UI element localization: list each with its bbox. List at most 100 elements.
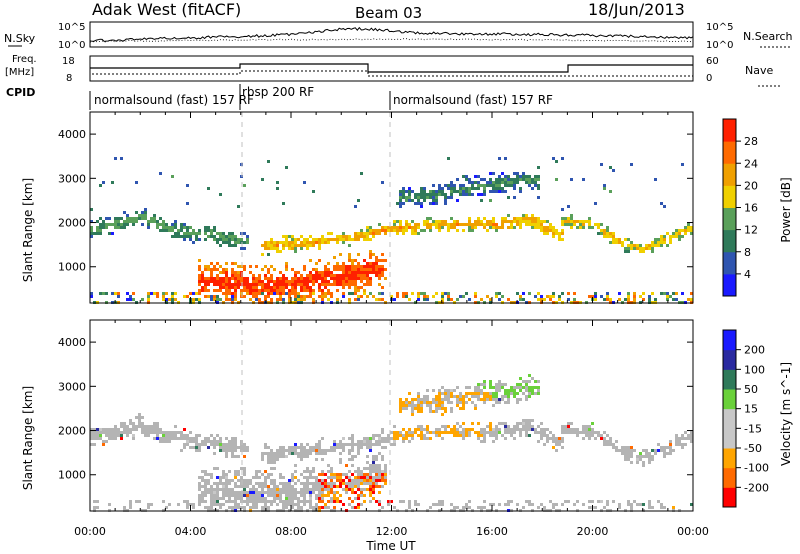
velocity-cell bbox=[405, 407, 408, 410]
power-cell bbox=[456, 229, 459, 232]
power-cell bbox=[687, 223, 690, 226]
power-cell bbox=[261, 178, 264, 181]
power-cell bbox=[489, 298, 492, 301]
power-cell bbox=[303, 181, 306, 184]
velocity-cell bbox=[216, 488, 219, 491]
power-cell bbox=[270, 289, 273, 292]
velocity-cell bbox=[267, 458, 270, 461]
velocity-cell bbox=[204, 506, 207, 509]
velocity-cell bbox=[210, 434, 213, 437]
velocity-cell bbox=[462, 407, 465, 410]
velocity-cell bbox=[249, 500, 252, 503]
velocity-cell bbox=[660, 446, 663, 449]
power-cell bbox=[372, 262, 375, 265]
velocity-cell bbox=[525, 431, 528, 434]
velocity-cell bbox=[330, 470, 333, 473]
velocity-cell bbox=[231, 440, 234, 443]
power-cell bbox=[342, 292, 345, 295]
power-cell bbox=[678, 238, 681, 241]
power-cell bbox=[357, 253, 360, 256]
velocity-cell bbox=[231, 443, 234, 446]
power-cell bbox=[120, 223, 123, 226]
power-cell bbox=[321, 295, 324, 298]
power-cell bbox=[354, 289, 357, 292]
velocity-cell bbox=[546, 434, 549, 437]
velocity-cell bbox=[135, 428, 138, 431]
power-cell bbox=[141, 217, 144, 220]
velocity-cell bbox=[246, 485, 249, 488]
velocity-cell bbox=[417, 407, 420, 410]
power-cell bbox=[600, 223, 603, 226]
power-cell bbox=[438, 184, 441, 187]
power-cell bbox=[135, 211, 138, 214]
velocity-cell bbox=[405, 431, 408, 434]
velocity-cell bbox=[324, 506, 327, 509]
power-cell bbox=[294, 238, 297, 241]
power-cell bbox=[303, 241, 306, 244]
velocity-cell bbox=[309, 506, 312, 509]
velocity-cell bbox=[498, 389, 501, 392]
velocity-cell bbox=[387, 434, 390, 437]
power-cell bbox=[618, 292, 621, 295]
power-cell bbox=[642, 292, 645, 295]
power-cell bbox=[660, 292, 663, 295]
velocity-cell bbox=[627, 503, 630, 506]
velocity-cell bbox=[657, 443, 660, 446]
velocity-cell bbox=[468, 428, 471, 431]
velocity-cell bbox=[339, 476, 342, 479]
velocity-cell bbox=[183, 434, 186, 437]
power-cell bbox=[474, 220, 477, 223]
power-cell bbox=[507, 214, 510, 217]
velocity-cell bbox=[330, 473, 333, 476]
power-cell bbox=[195, 292, 198, 295]
power-cell bbox=[657, 238, 660, 241]
velocity-cell bbox=[489, 503, 492, 506]
power-cell bbox=[117, 220, 120, 223]
power-cell bbox=[342, 235, 345, 238]
power-cell bbox=[336, 289, 339, 292]
power-cell bbox=[291, 244, 294, 247]
power-cell bbox=[309, 286, 312, 289]
velocity-cell bbox=[222, 494, 225, 497]
velocity-cell bbox=[198, 446, 201, 449]
velocity-cell bbox=[522, 425, 525, 428]
velocity-cell bbox=[372, 458, 375, 461]
velocity-cell bbox=[528, 392, 531, 395]
velocity-cell bbox=[108, 437, 111, 440]
velocity-cell bbox=[528, 419, 531, 422]
power-cell bbox=[357, 232, 360, 235]
velocity-cell bbox=[132, 434, 135, 437]
power-cell bbox=[690, 298, 693, 301]
power-cell bbox=[204, 286, 207, 289]
velocity-cell bbox=[327, 506, 330, 509]
velocity-cell bbox=[90, 434, 93, 437]
power-cell bbox=[402, 295, 405, 298]
power-cell bbox=[687, 229, 690, 232]
power-cell bbox=[312, 283, 315, 286]
power-cell bbox=[324, 238, 327, 241]
power-cell bbox=[366, 283, 369, 286]
power-cell bbox=[552, 232, 555, 235]
velocity-cell bbox=[348, 485, 351, 488]
power-cell bbox=[540, 295, 543, 298]
power-cell bbox=[261, 268, 264, 271]
velocity-cell bbox=[207, 473, 210, 476]
power-cell bbox=[330, 283, 333, 286]
velocity-cell bbox=[432, 401, 435, 404]
power-cell bbox=[513, 181, 516, 184]
velocity-cell bbox=[132, 437, 135, 440]
velocity-cell bbox=[279, 500, 282, 503]
velocity-cell bbox=[408, 434, 411, 437]
velocity-cell bbox=[258, 470, 261, 473]
velocity-cell bbox=[132, 425, 135, 428]
velocity-cell bbox=[360, 473, 363, 476]
velocity-cell bbox=[351, 485, 354, 488]
velocity-cell bbox=[438, 500, 441, 503]
power-cell bbox=[321, 289, 324, 292]
power-cell bbox=[660, 238, 663, 241]
power-cell bbox=[225, 268, 228, 271]
power-cell bbox=[243, 265, 246, 268]
power-cell bbox=[312, 190, 315, 193]
power-cell bbox=[270, 280, 273, 283]
